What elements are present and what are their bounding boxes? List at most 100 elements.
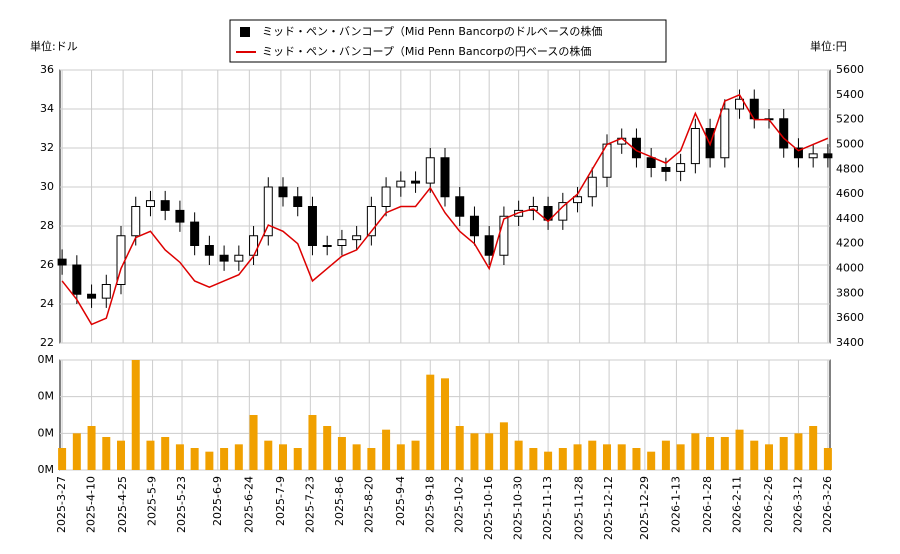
volume-bar xyxy=(337,437,346,470)
candle-body xyxy=(366,206,376,237)
candle-body xyxy=(337,239,347,246)
candle-body xyxy=(455,196,465,217)
volume-bar xyxy=(205,451,214,470)
x-tick-label: 2025-10-16 xyxy=(482,476,495,540)
x-tick-label: 2025-12-12 xyxy=(602,476,615,540)
y-tick-label: 28 xyxy=(40,219,54,232)
y-tick-label: 30 xyxy=(40,180,54,193)
x-tick-label: 2025-11-28 xyxy=(573,476,586,540)
volume-bar xyxy=(367,448,376,470)
candle-body xyxy=(720,108,730,159)
y-tick-label: 26 xyxy=(40,258,54,271)
y2-tick-label: 5200 xyxy=(836,113,864,126)
y2-tick-label: 5000 xyxy=(836,137,864,150)
x-tick-label: 2025-5-23 xyxy=(175,476,188,533)
x-tick-label: 2025-8-20 xyxy=(362,476,375,533)
candle-body xyxy=(661,167,671,172)
y2-tick-label: 4600 xyxy=(836,187,864,200)
volume-bar xyxy=(720,437,729,470)
x-tick-label: 2025-4-25 xyxy=(116,476,129,533)
x-tick-label: 2025-6-9 xyxy=(211,476,224,526)
y2-unit: 単位:円 xyxy=(810,39,847,53)
volume-bar xyxy=(87,426,96,470)
volume-bar xyxy=(779,437,788,470)
volume-bar xyxy=(131,360,140,470)
y2-tick-label: 5400 xyxy=(836,88,864,101)
volume-bar xyxy=(764,444,773,470)
volume-bar xyxy=(117,440,126,470)
volume-bar xyxy=(706,437,715,470)
y2-tick-label: 5600 xyxy=(836,63,864,76)
candle-body xyxy=(484,235,494,256)
yen-line xyxy=(61,93,829,326)
volume-bar xyxy=(485,433,494,470)
candle-body xyxy=(307,206,317,246)
x-tick-label: 2025-9-18 xyxy=(423,476,436,533)
y-tick-label: 24 xyxy=(40,297,54,310)
y-tick-label: 22 xyxy=(40,336,54,349)
x-tick-label: 2025-12-29 xyxy=(638,476,651,540)
volume-bar xyxy=(602,444,611,470)
volume-bar xyxy=(470,433,479,470)
candle-body xyxy=(352,235,362,241)
volume-tick-label: 0M xyxy=(38,426,55,439)
volume-bar xyxy=(234,444,243,470)
x-tick-label: 2026-3-12 xyxy=(791,476,804,533)
candle-body xyxy=(646,157,656,168)
candle-body xyxy=(190,221,200,247)
x-tick-label: 2025-8-6 xyxy=(333,476,346,526)
legend-label: ミッド・ペン・バンコープ（Mid Penn Bancorpのドルベースの株価 xyxy=(262,24,602,38)
candle-body xyxy=(469,215,479,237)
candle-body xyxy=(499,215,509,256)
candle-body xyxy=(676,163,686,172)
x-tick-label: 2025-5-9 xyxy=(146,476,159,526)
volume-bar xyxy=(161,437,170,470)
y-unit: 単位:ドル xyxy=(30,39,78,53)
x-tick-label: 2025-7-23 xyxy=(303,476,316,533)
y2-tick-label: 4200 xyxy=(836,237,864,250)
candle-body xyxy=(735,98,745,110)
x-tick-label: 2025-11-13 xyxy=(541,476,554,540)
volume-bar xyxy=(558,448,567,470)
volume-bar xyxy=(514,440,523,470)
candle-body xyxy=(411,180,421,184)
x-tick-label: 2026-1-28 xyxy=(701,476,714,533)
volume-bar xyxy=(396,444,405,470)
volume-bar xyxy=(691,433,700,470)
legend-swatch xyxy=(240,27,250,37)
volume-tick-label: 0M xyxy=(38,463,55,476)
y-tick-label: 32 xyxy=(40,141,54,154)
candle-body xyxy=(322,245,332,247)
y-tick-label: 34 xyxy=(40,102,54,115)
x-tick-label: 2025-3-27 xyxy=(55,476,68,533)
x-tick-label: 2025-9-4 xyxy=(394,476,407,526)
volume-bar xyxy=(676,444,685,470)
y2-tick-label: 4000 xyxy=(836,262,864,275)
candle-body xyxy=(101,284,111,299)
candle-body xyxy=(87,293,97,299)
volume-bar xyxy=(794,433,803,470)
candle-body xyxy=(396,180,406,188)
volume-bar xyxy=(279,444,288,470)
y-tick-label: 36 xyxy=(40,63,54,76)
candle-body xyxy=(204,245,214,256)
candle-body xyxy=(145,200,155,207)
x-tick-label: 2025-6-24 xyxy=(242,476,255,533)
candle-body xyxy=(543,206,553,221)
y2-tick-label: 3600 xyxy=(836,311,864,324)
x-tick-label: 2025-7-9 xyxy=(274,476,287,526)
volume-bar xyxy=(661,440,670,470)
x-tick-label: 2025-4-10 xyxy=(85,476,98,533)
volume-bar xyxy=(102,437,111,470)
volume-bar xyxy=(175,444,184,470)
volume-bar xyxy=(293,448,302,470)
volume-bar xyxy=(750,440,759,470)
volume-bar xyxy=(573,444,582,470)
volume-bar xyxy=(455,426,464,470)
x-tick-label: 2026-2-26 xyxy=(762,476,775,533)
y2-tick-label: 3800 xyxy=(836,286,864,299)
candle-body xyxy=(793,147,803,159)
candle-body xyxy=(573,196,583,204)
x-tick-label: 2025-10-2 xyxy=(453,476,466,533)
